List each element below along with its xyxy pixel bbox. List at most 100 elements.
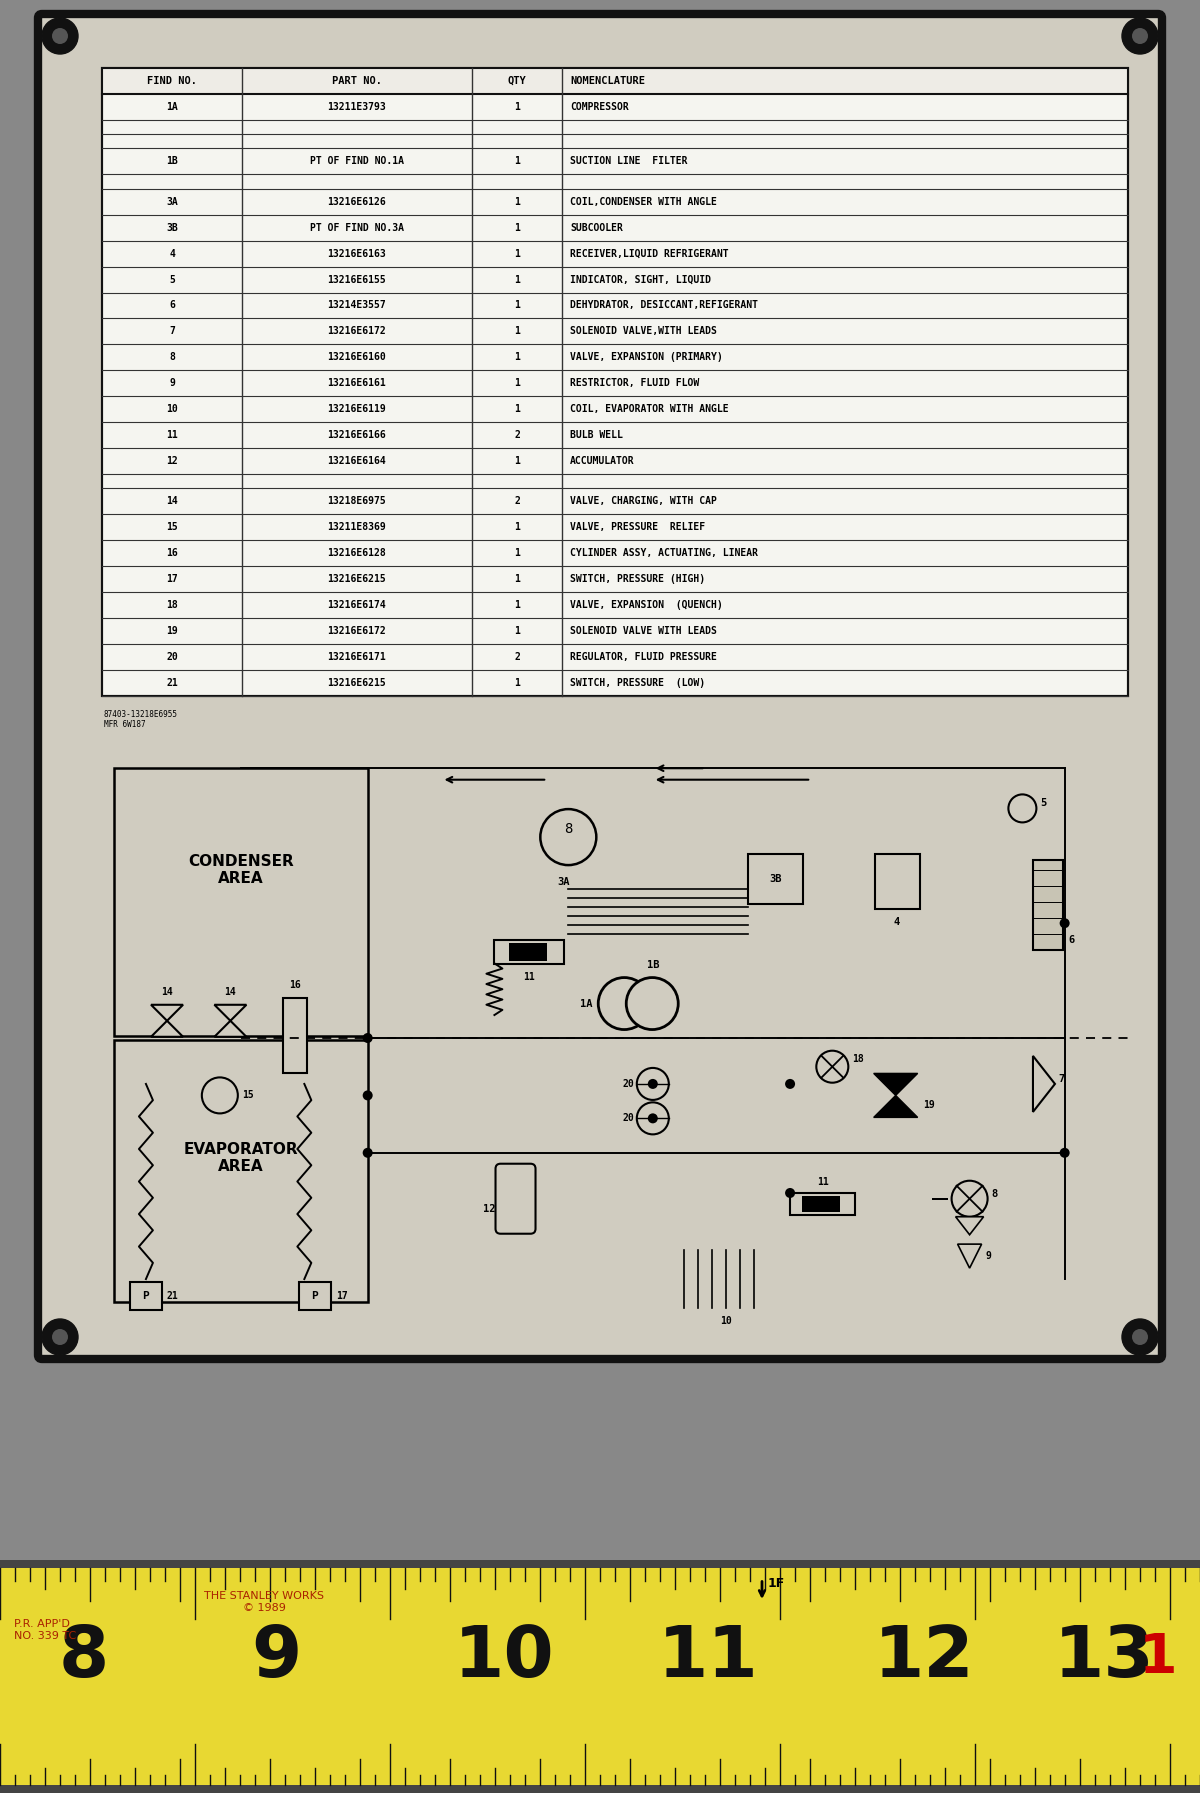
- Text: 7: 7: [1058, 1074, 1064, 1085]
- Text: SWITCH, PRESSURE (HIGH): SWITCH, PRESSURE (HIGH): [570, 574, 706, 585]
- Text: 19: 19: [166, 626, 178, 637]
- Text: 4: 4: [169, 249, 175, 258]
- Text: 1: 1: [514, 601, 520, 610]
- Text: 1: 1: [514, 522, 520, 533]
- Text: 3A: 3A: [166, 197, 178, 206]
- Text: 13211E8369: 13211E8369: [328, 522, 386, 533]
- Text: 13216E6174: 13216E6174: [328, 601, 386, 610]
- FancyBboxPatch shape: [38, 14, 1162, 1359]
- Polygon shape: [1033, 1056, 1055, 1112]
- Text: 13216E6163: 13216E6163: [328, 249, 386, 258]
- Text: 1: 1: [514, 455, 520, 466]
- Text: 1: 1: [514, 274, 520, 285]
- Circle shape: [637, 1069, 668, 1099]
- Text: 13216E6171: 13216E6171: [328, 653, 386, 662]
- Text: SWITCH, PRESSURE  (LOW): SWITCH, PRESSURE (LOW): [570, 678, 706, 689]
- Text: 1: 1: [514, 326, 520, 337]
- Bar: [510, 943, 547, 961]
- Text: SUBCOOLER: SUBCOOLER: [570, 222, 623, 233]
- Text: 13216E6172: 13216E6172: [328, 626, 386, 637]
- Text: NOMENCLATURE: NOMENCLATURE: [570, 75, 646, 86]
- Text: 13216E6215: 13216E6215: [328, 574, 386, 585]
- Text: 2: 2: [514, 653, 520, 662]
- Text: PT OF FIND NO.3A: PT OF FIND NO.3A: [310, 222, 404, 233]
- Text: 14: 14: [166, 497, 178, 506]
- Text: 1: 1: [514, 403, 520, 414]
- Text: 13214E3557: 13214E3557: [328, 301, 386, 310]
- Text: 14: 14: [224, 986, 236, 997]
- Bar: [748, 853, 803, 904]
- Bar: [114, 767, 367, 1036]
- Text: 6: 6: [1068, 936, 1074, 945]
- Circle shape: [540, 809, 596, 864]
- Text: 13218E6975: 13218E6975: [328, 497, 386, 506]
- Text: 9: 9: [169, 378, 175, 389]
- Text: 1: 1: [514, 222, 520, 233]
- Text: VALVE, EXPANSION (PRIMARY): VALVE, EXPANSION (PRIMARY): [570, 353, 722, 362]
- Bar: [875, 853, 919, 909]
- Text: 87403-13218E6955
MFR 6W187: 87403-13218E6955 MFR 6W187: [104, 710, 178, 730]
- Circle shape: [1132, 29, 1148, 45]
- Text: 13216E6126: 13216E6126: [328, 197, 386, 206]
- Circle shape: [1008, 794, 1037, 823]
- Bar: [790, 1192, 856, 1216]
- Text: 1: 1: [514, 156, 520, 167]
- Text: 11: 11: [166, 430, 178, 441]
- Text: 15: 15: [242, 1090, 253, 1101]
- Text: 8: 8: [564, 823, 572, 836]
- Text: 13: 13: [1054, 1623, 1154, 1693]
- Text: THE STANLEY WORKS
© 1989: THE STANLEY WORKS © 1989: [204, 1590, 324, 1614]
- Circle shape: [52, 1329, 68, 1345]
- Text: 8: 8: [991, 1189, 998, 1200]
- Text: 3B: 3B: [769, 875, 781, 884]
- Text: 6: 6: [169, 301, 175, 310]
- Circle shape: [52, 29, 68, 45]
- Bar: [1033, 861, 1063, 950]
- Text: VALVE, PRESSURE  RELIEF: VALVE, PRESSURE RELIEF: [570, 522, 706, 533]
- Text: COIL, EVAPORATOR WITH ANGLE: COIL, EVAPORATOR WITH ANGLE: [570, 403, 728, 414]
- Bar: [102, 68, 1128, 93]
- Polygon shape: [151, 1004, 184, 1020]
- Text: 1: 1: [514, 378, 520, 389]
- Text: 20: 20: [622, 1079, 634, 1088]
- Text: 9: 9: [985, 1252, 991, 1260]
- Text: DEHYDRATOR, DESICCANT,REFIGERANT: DEHYDRATOR, DESICCANT,REFIGERANT: [570, 301, 758, 310]
- Text: SOLENOID VALVE WITH LEADS: SOLENOID VALVE WITH LEADS: [570, 626, 716, 637]
- Polygon shape: [151, 1020, 184, 1036]
- Polygon shape: [874, 1096, 918, 1117]
- Text: PT OF FIND NO.1A: PT OF FIND NO.1A: [310, 156, 404, 167]
- Text: P: P: [312, 1291, 318, 1302]
- Text: 10: 10: [721, 1316, 732, 1325]
- Circle shape: [626, 977, 678, 1029]
- Text: REGULATOR, FLUID PRESSURE: REGULATOR, FLUID PRESSURE: [570, 653, 716, 662]
- Text: 1: 1: [514, 249, 520, 258]
- Text: 1B: 1B: [166, 156, 178, 167]
- Text: 1F: 1F: [768, 1576, 785, 1590]
- Text: EVAPORATOR
AREA: EVAPORATOR AREA: [184, 1142, 299, 1174]
- Text: 1: 1: [1139, 1632, 1177, 1685]
- Text: 13216E6172: 13216E6172: [328, 326, 386, 337]
- Circle shape: [599, 977, 650, 1029]
- Text: 3B: 3B: [166, 222, 178, 233]
- Text: 13216E6160: 13216E6160: [328, 353, 386, 362]
- Text: 3A: 3A: [557, 877, 570, 888]
- Text: 20: 20: [166, 653, 178, 662]
- Text: VALVE, CHARGING, WITH CAP: VALVE, CHARGING, WITH CAP: [570, 497, 716, 506]
- Text: CONDENSER
AREA: CONDENSER AREA: [188, 853, 294, 886]
- Circle shape: [785, 1079, 796, 1088]
- Polygon shape: [955, 1217, 984, 1235]
- Circle shape: [1132, 1329, 1148, 1345]
- Circle shape: [1122, 18, 1158, 54]
- Text: 17: 17: [336, 1291, 348, 1302]
- Circle shape: [816, 1051, 848, 1083]
- Bar: [130, 1282, 162, 1311]
- Text: 8: 8: [169, 353, 175, 362]
- Text: ACCUMULATOR: ACCUMULATOR: [570, 455, 635, 466]
- Text: PART NO.: PART NO.: [332, 75, 382, 86]
- Bar: [283, 999, 307, 1072]
- Polygon shape: [215, 1004, 246, 1020]
- Text: 1: 1: [514, 574, 520, 585]
- Text: VALVE, EXPANSION  (QUENCH): VALVE, EXPANSION (QUENCH): [570, 601, 722, 610]
- Text: 1: 1: [514, 678, 520, 689]
- Text: 13216E6161: 13216E6161: [328, 378, 386, 389]
